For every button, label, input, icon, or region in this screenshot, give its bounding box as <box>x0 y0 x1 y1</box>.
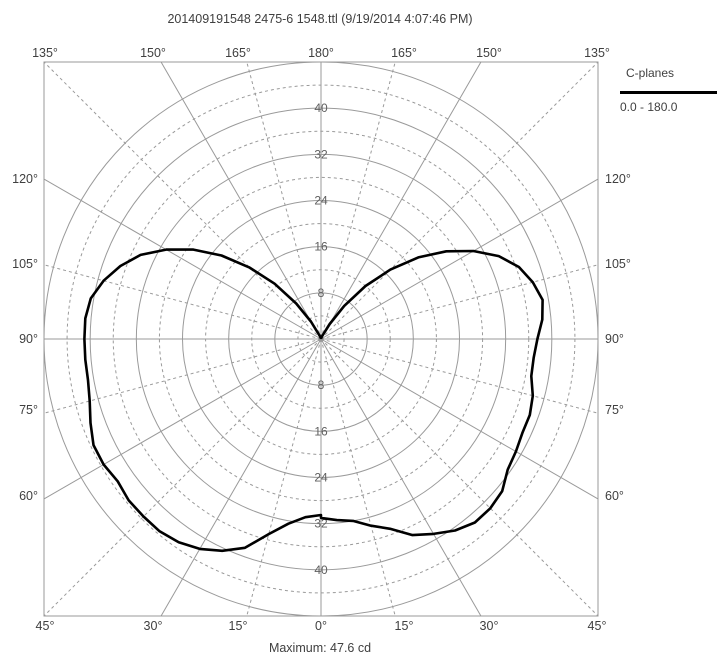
intensity-series-line <box>83 248 544 553</box>
right-angle-label: 105° <box>605 257 631 271</box>
legend-line-swatch <box>620 91 717 94</box>
angle-spoke <box>320 338 482 617</box>
radial-tick-label: 24 <box>314 471 328 485</box>
right-angle-label: 120° <box>605 172 631 186</box>
radial-tick-label: 32 <box>314 147 328 161</box>
angle-spoke <box>320 338 599 617</box>
angle-spoke <box>320 61 599 340</box>
legend-entry-label: 0.0 - 180.0 <box>620 100 678 114</box>
bottom-angle-label: 45° <box>588 619 607 633</box>
angle-spoke <box>43 178 322 340</box>
left-angle-label: 90° <box>19 332 38 346</box>
bottom-angle-label: 0° <box>315 619 327 633</box>
radial-tick-label: 40 <box>314 101 328 115</box>
radial-tick-label: 8 <box>318 286 325 300</box>
top-angle-label: 165° <box>391 46 417 60</box>
top-angle-label: 135° <box>584 46 610 60</box>
angle-spoke <box>320 338 599 500</box>
left-angle-label: 75° <box>19 403 38 417</box>
bottom-angle-label: 45° <box>36 619 55 633</box>
bottom-angle-label: 30° <box>144 619 163 633</box>
intensity-curve <box>83 248 544 553</box>
angle-spoke <box>320 178 599 340</box>
top-angle-label: 150° <box>476 46 502 60</box>
left-angle-label: 120° <box>12 172 38 186</box>
bottom-angle-label: 30° <box>480 619 499 633</box>
top-angle-label: 165° <box>225 46 251 60</box>
maximum-readout: Maximum: 47.6 cd <box>268 641 372 655</box>
legend-title: C-planes <box>626 66 675 80</box>
chart-title: 201409191548 2475-6 1548.ttl (9/19/2014 … <box>167 12 473 26</box>
radial-tick-label: 24 <box>314 194 328 208</box>
polar-grid <box>43 61 599 617</box>
right-angle-label: 75° <box>605 403 624 417</box>
angle-spoke <box>43 338 322 617</box>
radial-tick-label: 16 <box>314 240 328 254</box>
angle-spoke <box>320 61 482 340</box>
legend: C-planes 0.0 - 180.0 <box>620 66 717 114</box>
left-angle-label: 60° <box>19 489 38 503</box>
bottom-angle-label: 15° <box>395 619 414 633</box>
radial-tick-label: 32 <box>314 517 328 531</box>
angle-spoke <box>160 61 322 340</box>
radial-tick-label: 16 <box>314 424 328 438</box>
left-angle-label: 105° <box>12 257 38 271</box>
angle-spoke <box>160 338 322 617</box>
radial-tick-label: 8 <box>318 378 325 392</box>
top-angle-label: 135° <box>32 46 58 60</box>
axis-labels: 8 8 16 16 24 24 32 32 40 40 135° 150° 165° 180° 165° 15… <box>12 46 631 633</box>
right-angle-label: 60° <box>605 489 624 503</box>
top-angle-label: 180° <box>308 46 334 60</box>
radial-tick-label: 40 <box>314 563 328 577</box>
top-angle-label: 150° <box>140 46 166 60</box>
angle-spoke <box>43 338 322 500</box>
bottom-angle-label: 15° <box>229 619 248 633</box>
angle-spoke <box>43 61 322 340</box>
right-angle-label: 90° <box>605 332 624 346</box>
